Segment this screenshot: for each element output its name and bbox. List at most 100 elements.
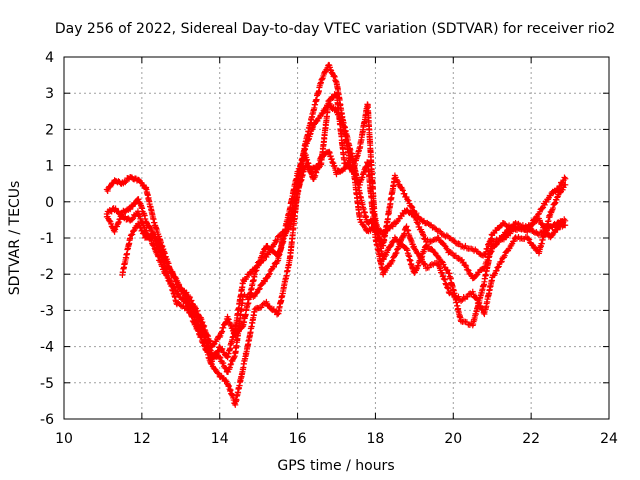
data-point	[274, 236, 281, 243]
data-point	[436, 227, 443, 234]
data-point	[529, 221, 536, 228]
data-point	[396, 238, 403, 245]
series-track-2	[103, 91, 569, 408]
data-point	[149, 242, 156, 249]
data-point	[397, 238, 404, 245]
data-point	[270, 263, 277, 270]
data-point	[340, 120, 347, 127]
plot-frame	[63, 56, 610, 420]
data-point	[258, 304, 265, 311]
data-point	[510, 238, 517, 245]
data-point	[129, 216, 136, 223]
data-point	[151, 234, 158, 241]
x-tick-label: 14	[211, 431, 229, 447]
data-point	[219, 345, 226, 352]
y-axis-label: SDTVAR / TECUs	[7, 181, 23, 296]
data-point	[278, 232, 285, 239]
data-point	[319, 110, 326, 117]
data-point	[458, 297, 465, 304]
data-point	[222, 377, 229, 384]
data-point	[106, 217, 113, 224]
data-point	[326, 100, 333, 107]
data-point	[414, 219, 421, 226]
data-point	[175, 281, 182, 288]
data-point	[265, 271, 272, 278]
data-point	[422, 261, 429, 268]
data-point	[217, 354, 224, 361]
data-point	[399, 187, 406, 194]
data-point	[388, 259, 395, 266]
data-point	[447, 249, 454, 256]
data-point	[561, 174, 568, 181]
data-point	[338, 116, 345, 123]
data-point	[401, 190, 408, 197]
y-tick-label: 2	[45, 122, 54, 138]
data-point	[333, 171, 340, 178]
y-tick-label: 1	[45, 159, 54, 175]
data-point	[261, 278, 268, 285]
data-point	[189, 305, 196, 312]
data-point	[431, 249, 438, 256]
data-point	[428, 245, 435, 252]
data-point	[554, 226, 561, 233]
data-point	[344, 160, 351, 167]
data-point	[387, 243, 394, 250]
data-point	[526, 236, 533, 243]
series-track-4	[119, 100, 569, 365]
data-point	[393, 218, 400, 225]
x-tick-label: 20	[444, 431, 462, 447]
data-point	[176, 281, 183, 288]
y-tick-label: -4	[40, 340, 54, 356]
data-point	[386, 225, 393, 232]
data-point	[173, 286, 180, 293]
data-point	[399, 186, 406, 193]
data-point	[468, 272, 475, 279]
data-point	[371, 216, 378, 223]
data-point	[140, 229, 147, 236]
data-point	[562, 217, 569, 224]
data-point	[472, 272, 479, 279]
data-point	[153, 238, 160, 245]
data-point	[129, 231, 136, 238]
y-tick-label: -6	[40, 412, 54, 428]
data-point	[542, 228, 549, 235]
data-point	[462, 262, 469, 269]
y-tick-label: -3	[40, 303, 54, 319]
data-point	[465, 267, 472, 274]
data-point	[495, 239, 502, 246]
data-point	[383, 252, 390, 259]
data-point	[380, 231, 387, 238]
data-point	[150, 231, 157, 238]
data-point	[263, 298, 270, 305]
data-point	[163, 259, 170, 266]
data-point	[420, 232, 427, 239]
x-tick-label: 12	[133, 431, 151, 447]
data-point	[274, 311, 281, 318]
data-point	[444, 267, 451, 274]
data-point	[464, 266, 471, 273]
y-tick-label: 4	[45, 50, 54, 66]
x-tick-label: 18	[367, 431, 385, 447]
data-point	[418, 228, 425, 235]
x-tick-label: 10	[55, 431, 73, 447]
data-point	[495, 264, 502, 271]
data-point	[122, 179, 129, 186]
data-point	[377, 227, 384, 234]
data-point	[413, 210, 420, 217]
data-point	[210, 341, 217, 348]
data-point	[498, 258, 505, 265]
data-point	[256, 285, 263, 292]
data-point	[253, 262, 260, 269]
data-point	[127, 235, 134, 242]
x-tick-label: 22	[522, 431, 540, 447]
data-point	[130, 227, 137, 234]
data-point	[480, 309, 487, 316]
data-point	[424, 241, 431, 248]
data-points	[103, 61, 569, 408]
data-point	[220, 360, 227, 367]
data-point	[175, 291, 182, 298]
data-point	[562, 175, 569, 182]
data-point	[208, 358, 215, 365]
data-point	[411, 213, 418, 220]
